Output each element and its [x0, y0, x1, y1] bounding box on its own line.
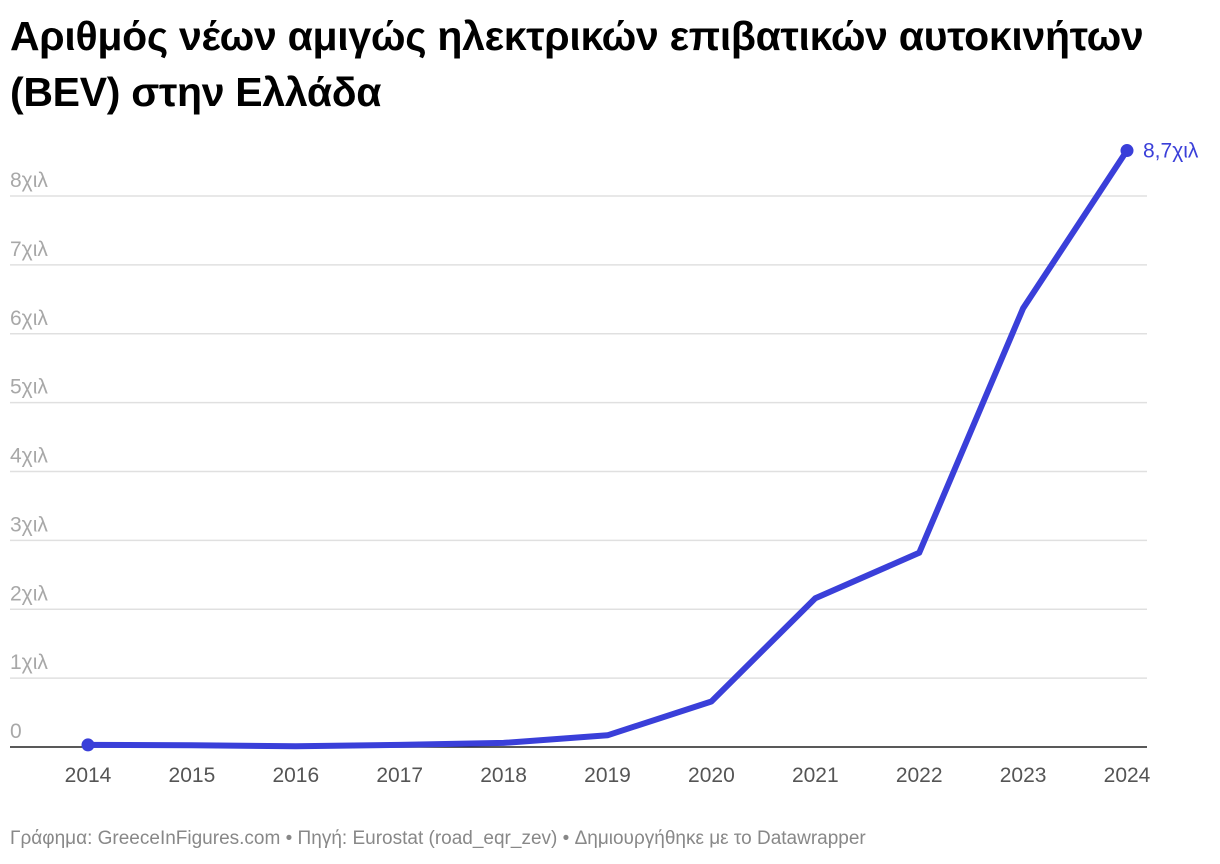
series-line — [85, 147, 1130, 750]
y-tick-label: 7χιλ — [10, 238, 48, 261]
x-tick-label: 2020 — [688, 764, 735, 787]
footer-separator: • — [562, 828, 570, 849]
footer-credit: Γράφημα: GreeceInFigures.com — [10, 828, 281, 849]
y-tick-label: 2χιλ — [10, 582, 48, 605]
footer: Γράφημα: GreeceInFigures.com • Πηγή: Eur… — [10, 828, 866, 850]
y-tick-label: 8χιλ — [10, 169, 48, 192]
x-tick-label: 2017 — [376, 764, 423, 787]
x-axis-ticks: 2014 2015 2016 2017 2018 2019 2020 2021 2022 2023… — [65, 764, 1151, 787]
chart-title: Αριθμός νέων αμιγώς ηλεκτρικών επιβατικώ… — [10, 13, 1144, 115]
x-tick-label: 2023 — [1000, 764, 1047, 787]
x-tick-label: 2024 — [1104, 764, 1151, 787]
x-tick-label: 2022 — [896, 764, 943, 787]
y-axis-ticks: 0 1χιλ 2χιλ 3χιλ 4χιλ 5χιλ 6χιλ 7χιλ 8χιλ — [10, 169, 48, 743]
series-markers — [81, 144, 1134, 752]
x-tick-label: 2018 — [480, 764, 527, 787]
footer-tool: Δημιουργήθηκε με το Datawrapper — [574, 828, 866, 849]
end-value-label: 8,7χιλ — [1143, 140, 1199, 163]
x-tick-label: 2015 — [169, 764, 216, 787]
x-tick-label: 2021 — [792, 764, 839, 787]
y-tick-label: 5χιλ — [10, 376, 48, 399]
x-tick-label: 2014 — [65, 764, 112, 787]
footer-source: Πηγή: Eurostat (road_eqr_zev) — [297, 828, 558, 849]
end-point-marker — [1120, 144, 1134, 158]
gridlines — [10, 195, 1147, 679]
y-tick-label: 1χιλ — [10, 651, 48, 674]
y-tick-label: 3χιλ — [10, 513, 48, 536]
x-tick-label: 2016 — [272, 764, 319, 787]
footer-separator: • — [285, 828, 293, 849]
y-tick-label: 0 — [10, 720, 22, 743]
y-tick-label: 6χιλ — [10, 307, 48, 330]
x-tick-label: 2019 — [584, 764, 631, 787]
start-point-marker — [81, 738, 95, 752]
y-tick-label: 4χιλ — [10, 445, 48, 468]
